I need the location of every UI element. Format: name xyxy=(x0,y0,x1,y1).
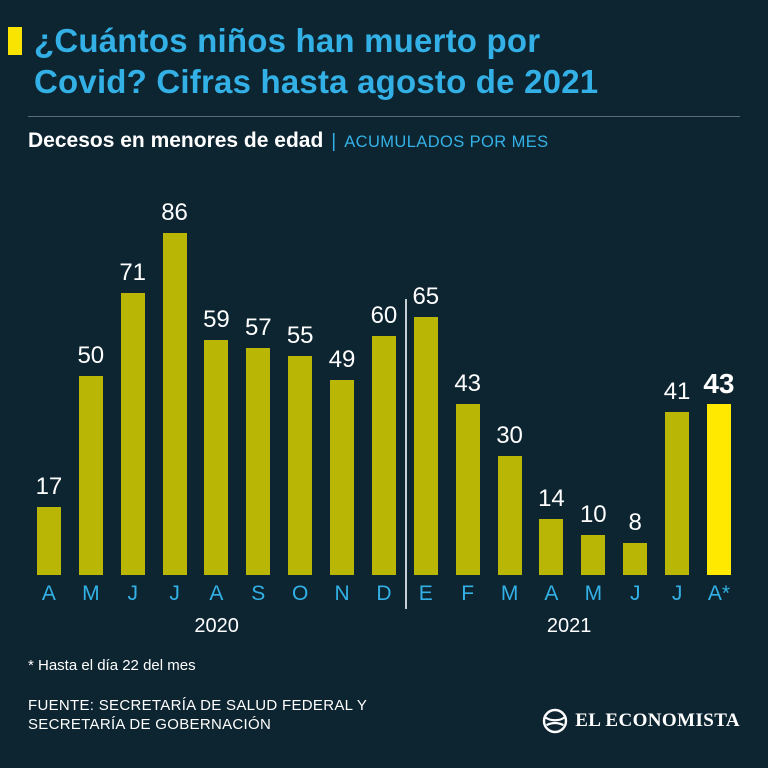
bar-column: 30 M xyxy=(489,197,531,609)
bar-column: 43 A* xyxy=(698,197,740,609)
bar-column: 86 J xyxy=(154,197,196,609)
bar-column: 55 O xyxy=(279,197,321,609)
bar xyxy=(413,317,438,575)
bar-column: 57 S xyxy=(237,197,279,609)
month-label: J xyxy=(169,582,180,605)
bar-column: 49 N xyxy=(321,197,363,609)
month-label: N xyxy=(334,582,350,605)
subtitle-main: Decesos en menores de edad xyxy=(28,129,324,152)
bar-value-label: 43 xyxy=(703,368,735,399)
publisher-logo: EL ECONOMISTA xyxy=(542,708,740,734)
bar-value-label: 30 xyxy=(496,422,523,449)
month-label: O xyxy=(292,582,309,605)
chart-subtitle: Decesos en menores de edad | ACUMULADOS … xyxy=(28,129,740,153)
year-label-2020: 2020 xyxy=(194,615,239,637)
bar xyxy=(497,456,522,575)
month-label: A xyxy=(544,582,559,605)
bar-column: 14 A xyxy=(531,197,573,609)
bar-value-label: 65 xyxy=(412,283,440,310)
bar xyxy=(371,336,396,575)
bar xyxy=(539,519,564,575)
bar-value-label: 41 xyxy=(663,378,691,405)
bar-value-label: 59 xyxy=(203,306,230,333)
month-label: S xyxy=(251,582,266,605)
bar-value-label: 57 xyxy=(244,314,272,341)
bar xyxy=(36,507,61,575)
month-label: J xyxy=(127,582,138,605)
footnote: * Hasta el día 22 del mes xyxy=(28,657,196,674)
el-economista-logo-icon xyxy=(542,708,568,734)
bar-column: 43 F xyxy=(447,197,489,609)
bar-column: 71 J xyxy=(112,197,154,609)
bar xyxy=(665,412,690,575)
subtitle-separator: | xyxy=(331,131,337,152)
bar-value-label: 10 xyxy=(579,501,607,528)
month-label: D xyxy=(376,582,392,605)
bar-column: 59 A xyxy=(196,197,238,609)
bar-column: 65 E xyxy=(405,197,447,609)
month-label: M xyxy=(500,582,519,605)
source-line-1: FUENTE: SECRETARÍA DE SALUD FEDERAL Y xyxy=(28,697,368,714)
month-label: A xyxy=(209,582,224,605)
bar-highlight xyxy=(706,404,731,575)
month-label: J xyxy=(671,582,683,605)
bar-column: 17 A xyxy=(28,197,70,609)
bar-value-label: 60 xyxy=(370,302,398,329)
month-label: M xyxy=(82,582,100,605)
header-divider xyxy=(28,116,740,117)
bar-value-label: 14 xyxy=(538,485,565,512)
title-line-1: ¿Cuántos niños han muerto por xyxy=(34,22,541,59)
bar-value-label: 43 xyxy=(454,370,482,397)
month-label: F xyxy=(461,582,475,605)
bar xyxy=(162,233,187,575)
month-label: J xyxy=(629,582,641,605)
bar-value-label: 71 xyxy=(119,259,147,286)
month-label: E xyxy=(418,582,433,605)
year-divider-line xyxy=(404,299,407,609)
bars-row: 17 A 50 M 71 J 86 J 59 A 57 S 55 O 49 N 60 D 65 E 43 F 30 M 14 A 1… xyxy=(28,197,740,609)
footer: FUENTE: SECRETARÍA DE SALUD FEDERAL Y SE… xyxy=(28,696,740,734)
bar-column: 41 J xyxy=(656,197,698,609)
bar-chart: 17 A 50 M 71 J 86 J 59 A 57 S 55 O 49 N 60 D 65 E 43 F 30 M 14 A 1… xyxy=(28,197,740,609)
bar xyxy=(78,376,103,575)
bar xyxy=(623,543,648,575)
source-text: FUENTE: SECRETARÍA DE SALUD FEDERAL Y SE… xyxy=(28,696,367,734)
month-label: A* xyxy=(707,582,731,605)
bar xyxy=(330,380,355,575)
bar-value-label: 86 xyxy=(161,199,188,226)
header: ¿Cuántos niños han muerto por Covid? Cif… xyxy=(0,0,768,102)
years-row: 2020 2021 xyxy=(28,611,740,641)
bar-column: 60 D xyxy=(363,197,405,609)
page-title: ¿Cuántos niños han muerto por Covid? Cif… xyxy=(34,20,598,102)
bar-column: 50 M xyxy=(70,197,112,609)
month-label: A xyxy=(41,582,56,605)
bar xyxy=(204,340,229,575)
bar-value-label: 49 xyxy=(328,346,356,373)
bar-value-label: 8 xyxy=(628,509,642,536)
bar xyxy=(288,356,313,575)
bar xyxy=(581,535,606,575)
bar xyxy=(455,404,480,575)
source-line-2: SECRETARÍA DE GOBERNACIÓN xyxy=(28,716,272,733)
bar-column: 10 M xyxy=(572,197,614,609)
publisher-name: EL ECONOMISTA xyxy=(575,710,740,731)
bar-value-label: 50 xyxy=(77,342,105,369)
bar xyxy=(246,348,271,575)
bar-value-label: 17 xyxy=(35,473,63,500)
title-marker xyxy=(8,27,22,55)
bar-value-label: 55 xyxy=(286,322,314,349)
bar xyxy=(120,293,145,575)
year-label-2021: 2021 xyxy=(546,615,592,637)
month-label: M xyxy=(584,582,603,605)
title-line-2: Covid? Cifras hasta agosto de 2021 xyxy=(34,63,599,100)
subtitle-secondary: ACUMULADOS POR MES xyxy=(344,133,549,151)
